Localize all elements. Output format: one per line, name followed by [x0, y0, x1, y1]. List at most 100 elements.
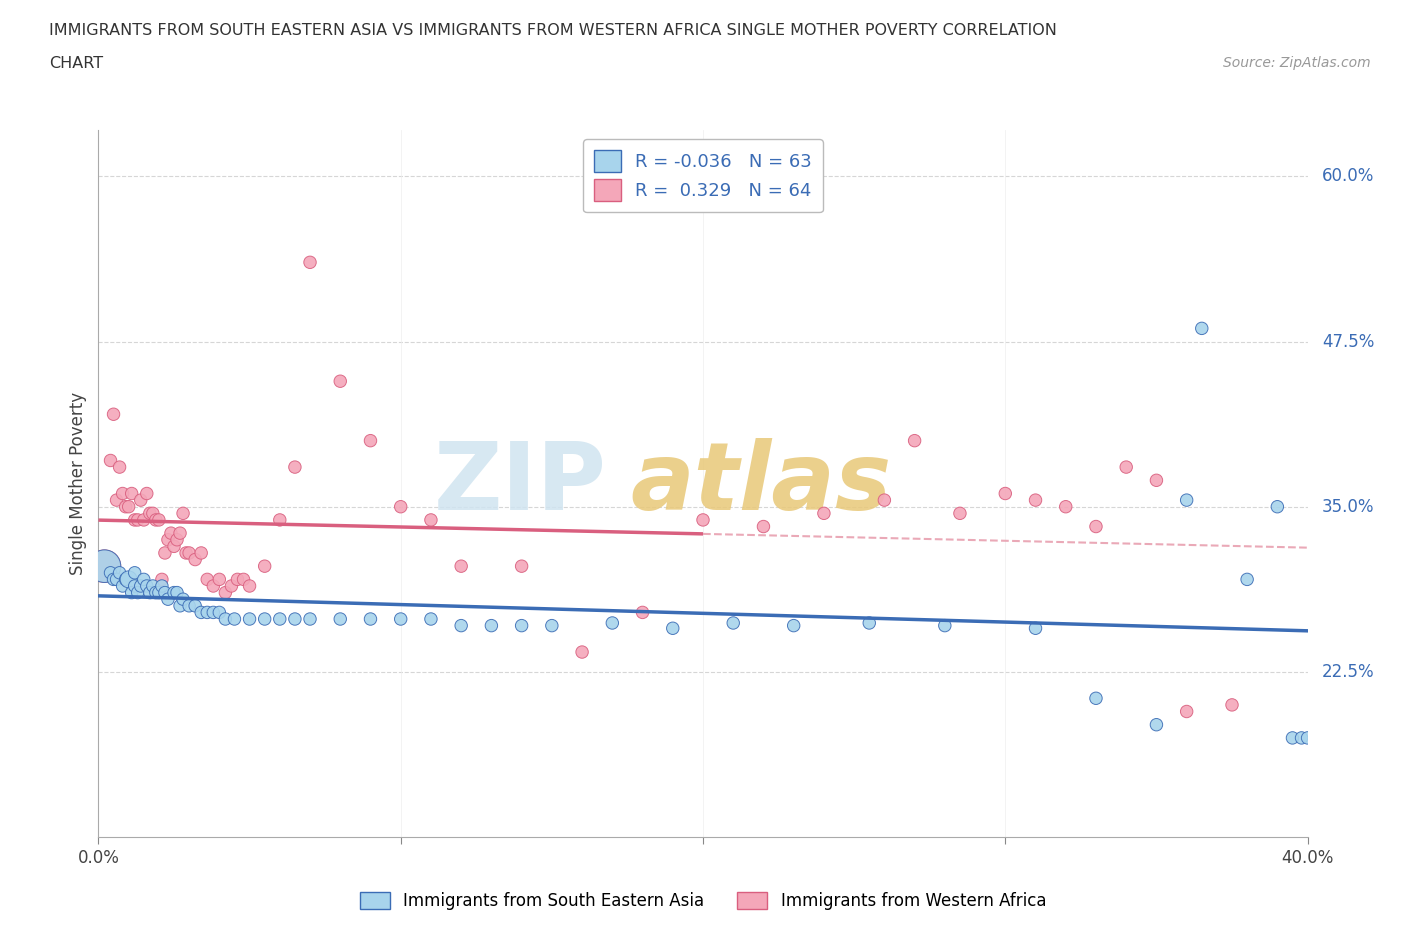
Point	[1085, 691, 1108, 706]
Point	[163, 538, 186, 553]
Point	[1144, 472, 1167, 487]
Point	[419, 612, 441, 627]
Point	[93, 559, 115, 574]
Point	[127, 585, 149, 600]
Point	[111, 486, 134, 501]
Point	[481, 618, 503, 633]
Point	[129, 493, 152, 508]
Point	[190, 605, 212, 620]
Text: Source: ZipAtlas.com: Source: ZipAtlas.com	[1223, 56, 1371, 70]
Point	[284, 459, 307, 474]
Point	[934, 618, 956, 633]
Point	[214, 612, 236, 627]
Point	[169, 598, 191, 613]
Point	[156, 532, 179, 547]
Text: CHART: CHART	[49, 56, 103, 71]
Point	[360, 612, 382, 627]
Point	[450, 559, 472, 574]
Point	[124, 512, 146, 527]
Point	[163, 585, 186, 600]
Point	[156, 591, 179, 606]
Point	[174, 546, 197, 561]
Point	[1024, 621, 1046, 636]
Point	[118, 572, 141, 587]
Point	[226, 572, 249, 587]
Point	[93, 559, 115, 574]
Point	[949, 506, 972, 521]
Point	[360, 433, 382, 448]
Text: IMMIGRANTS FROM SOUTH EASTERN ASIA VS IMMIGRANTS FROM WESTERN AFRICA SINGLE MOTH: IMMIGRANTS FROM SOUTH EASTERN ASIA VS IM…	[49, 23, 1057, 38]
Point	[208, 572, 231, 587]
Point	[329, 374, 352, 389]
Point	[253, 559, 276, 574]
Point	[184, 598, 207, 613]
Point	[129, 578, 152, 593]
Point	[132, 512, 155, 527]
Point	[142, 578, 165, 593]
Point	[782, 618, 804, 633]
Point	[166, 585, 188, 600]
Point	[160, 525, 183, 540]
Point	[284, 612, 307, 627]
Legend: R = -0.036   N = 63, R =  0.329   N = 64: R = -0.036 N = 63, R = 0.329 N = 64	[583, 140, 823, 212]
Point	[1281, 730, 1303, 745]
Point	[904, 433, 927, 448]
Legend: Immigrants from South Eastern Asia, Immigrants from Western Africa: Immigrants from South Eastern Asia, Immi…	[353, 885, 1053, 917]
Point	[150, 578, 173, 593]
Point	[450, 618, 472, 633]
Point	[105, 493, 128, 508]
Point	[221, 578, 243, 593]
Point	[172, 591, 194, 606]
Point	[202, 605, 225, 620]
Point	[135, 578, 157, 593]
Point	[214, 585, 236, 600]
Point	[631, 605, 654, 620]
Point	[177, 598, 201, 613]
Text: atlas: atlas	[630, 438, 891, 529]
Point	[1175, 493, 1198, 508]
Point	[994, 486, 1017, 501]
Point	[269, 612, 291, 627]
Point	[103, 406, 125, 421]
Point	[135, 486, 157, 501]
Point	[232, 572, 254, 587]
Point	[124, 578, 146, 593]
Point	[1220, 698, 1243, 712]
Point	[195, 572, 218, 587]
Point	[100, 453, 122, 468]
Point	[692, 512, 714, 527]
Point	[224, 612, 246, 627]
Point	[721, 616, 744, 631]
Point	[153, 585, 176, 600]
Point	[100, 565, 122, 580]
Point	[108, 459, 131, 474]
Point	[1115, 459, 1137, 474]
Point	[1054, 499, 1077, 514]
Point	[148, 585, 170, 600]
Point	[602, 616, 624, 631]
Point	[1085, 519, 1108, 534]
Point	[172, 506, 194, 521]
Point	[1236, 572, 1258, 587]
Point	[145, 585, 167, 600]
Point	[114, 572, 136, 587]
Point	[190, 546, 212, 561]
Point	[114, 499, 136, 514]
Point	[127, 512, 149, 527]
Point	[145, 512, 167, 527]
Point	[169, 525, 191, 540]
Point	[142, 506, 165, 521]
Point	[111, 578, 134, 593]
Point	[239, 612, 262, 627]
Point	[1191, 321, 1213, 336]
Point	[389, 499, 412, 514]
Point	[148, 512, 170, 527]
Text: 60.0%: 60.0%	[1322, 167, 1375, 185]
Text: 35.0%: 35.0%	[1322, 498, 1375, 516]
Point	[105, 572, 128, 587]
Point	[121, 486, 143, 501]
Point	[1024, 493, 1046, 508]
Text: 22.5%: 22.5%	[1322, 663, 1375, 681]
Point	[540, 618, 562, 633]
Point	[202, 578, 225, 593]
